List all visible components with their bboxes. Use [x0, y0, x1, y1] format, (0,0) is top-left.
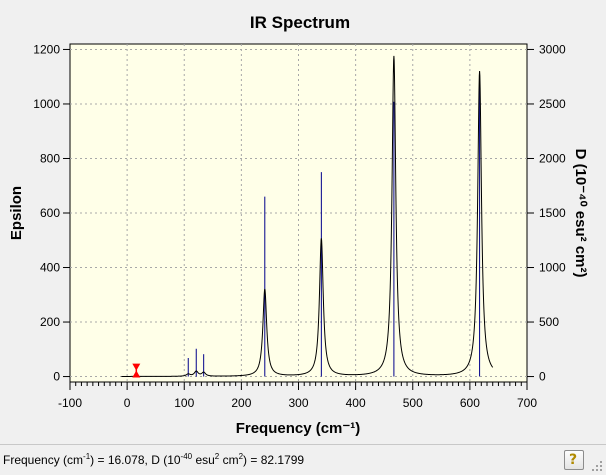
grid-lines [70, 44, 527, 382]
y-tick-label-right: 2500 [539, 97, 566, 111]
spectrum-curve [121, 55, 494, 377]
y-tick-label-right: 2000 [539, 151, 566, 165]
status-sup: -1 [83, 452, 91, 461]
status-d-value: ) = 82.1799 [243, 453, 305, 467]
y-tick-label-left: 600 [40, 206, 60, 220]
marker-foot [132, 370, 141, 378]
y-tick-label-left: 800 [40, 151, 60, 165]
x-tick-label: 300 [288, 396, 308, 410]
status-sup: 2 [238, 452, 244, 461]
status-freq-label: Frequency (cm [3, 453, 84, 467]
resize-grip-icon[interactable] [590, 459, 604, 473]
y-tick-label-right: 3000 [539, 42, 566, 56]
x-tick-label: 100 [174, 396, 194, 410]
status-readout: Frequency (cm-1) = 16.078, D (10-40 esu2… [3, 452, 304, 467]
x-tick-label: 400 [346, 396, 366, 410]
y-tick-label-left: 0 [53, 370, 60, 384]
x-tick-label: 200 [231, 396, 251, 410]
chart-title: IR Spectrum [250, 13, 350, 32]
y-tick-label-left: 200 [40, 315, 60, 329]
x-tick-label: 0 [124, 396, 131, 410]
intensity-sticks [187, 82, 481, 377]
status-bar: Frequency (cm-1) = 16.078, D (10-40 esu2… [0, 444, 606, 475]
y-tick-label-left: 1200 [33, 42, 60, 56]
y-tick-label-right: 1000 [539, 261, 566, 275]
x-tick-label: -100 [58, 396, 82, 410]
y-axis-label-right: D (10⁻⁴⁰ esu² cm²) [572, 149, 589, 278]
question-icon: ? [569, 452, 578, 468]
y-axis-label-left: Epsilon [8, 186, 25, 240]
status-sup: -40 [180, 452, 193, 461]
y-tick-label-left: 400 [40, 261, 60, 275]
x-axis-ticks: -100 0 100 200 300 400 500 600 700 [58, 382, 537, 410]
ir-spectrum-chart: IR Spectrum -100 0 100 200 300 400 500 600 700 0… [8, 13, 589, 437]
x-tick-label: 700 [517, 396, 537, 410]
y-axis-ticks: 0 200 400 600 800 1000 1200 0 500 1000 1500 2000 250… [33, 42, 566, 383]
x-axis-label: Frequency (cm⁻¹) [236, 420, 361, 437]
status-sup: 2 [214, 452, 220, 461]
status-unit: esu [192, 453, 215, 467]
y-tick-label-right: 1500 [539, 206, 566, 220]
y-tick-label-right: 0 [539, 370, 546, 384]
y-tick-label-right: 500 [539, 315, 559, 329]
x-tick-label: 600 [460, 396, 480, 410]
y-tick-label-left: 1000 [33, 97, 60, 111]
status-unit: cm [219, 453, 239, 467]
x-tick-label: 500 [403, 396, 423, 410]
frequency-cursor-marker[interactable] [132, 363, 141, 378]
help-button[interactable]: ? [564, 450, 584, 470]
marker-head [132, 363, 141, 371]
status-freq-value: ) = 16.078, D (10 [90, 453, 181, 467]
